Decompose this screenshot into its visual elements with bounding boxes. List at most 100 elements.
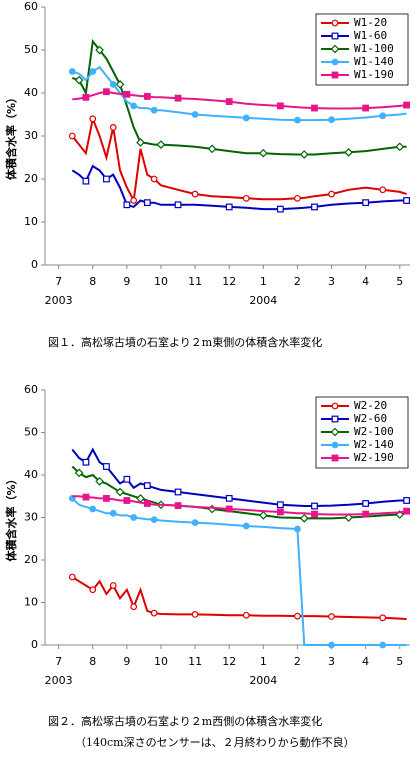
x-tick-label: 1 xyxy=(260,655,267,668)
marker xyxy=(89,115,97,123)
marker xyxy=(395,142,405,152)
series-line xyxy=(71,115,407,204)
marker xyxy=(174,201,182,209)
y-tick-label: 50 xyxy=(24,43,38,56)
marker xyxy=(174,502,182,509)
legend-marker xyxy=(331,441,339,449)
series-line xyxy=(71,576,407,621)
marker xyxy=(109,582,117,589)
marker xyxy=(311,104,318,112)
marker xyxy=(379,641,387,649)
marker xyxy=(109,80,117,88)
marker xyxy=(242,194,250,202)
marker xyxy=(150,516,158,524)
marker xyxy=(191,111,199,118)
marker xyxy=(276,205,284,213)
marker xyxy=(276,508,284,516)
series-line xyxy=(71,497,407,646)
y-tick-label: 30 xyxy=(24,129,38,142)
x-tick-label: 12 xyxy=(222,655,236,668)
marker xyxy=(379,186,387,194)
year-label: 2004 xyxy=(249,674,277,687)
legend-marker xyxy=(331,415,339,423)
x-tick-label: 9 xyxy=(123,275,130,288)
legend-label: W2-100 xyxy=(354,425,394,438)
marker xyxy=(191,519,199,526)
marker xyxy=(362,500,370,507)
marker xyxy=(191,190,199,198)
x-tick-label: 1 xyxy=(260,275,267,288)
marker xyxy=(82,493,90,501)
marker xyxy=(150,609,158,617)
marker xyxy=(379,614,387,622)
marker xyxy=(362,104,370,112)
marker xyxy=(379,112,387,120)
marker xyxy=(225,98,233,106)
caption: （140cm深さのセンサーは、２月終わりから動作不良） xyxy=(75,735,355,749)
marker xyxy=(136,494,145,503)
legend-label: W1-60 xyxy=(354,29,387,42)
y-tick-label: 40 xyxy=(24,468,38,481)
x-tick-label: 9 xyxy=(123,655,130,668)
marker xyxy=(143,93,151,100)
marker xyxy=(130,603,138,611)
legend-label: W2-190 xyxy=(354,451,394,464)
marker xyxy=(311,203,318,211)
marker xyxy=(68,132,76,140)
y-tick-label: 0 xyxy=(31,258,38,271)
y-tick-label: 60 xyxy=(24,0,38,13)
marker xyxy=(403,497,410,504)
marker xyxy=(82,177,90,185)
legend-marker xyxy=(330,427,340,437)
caption: 図１．高松塚古墳の石室より２m東側の体積含水率変化 xyxy=(48,335,322,349)
marker xyxy=(311,510,318,518)
x-tick-label: 8 xyxy=(89,275,96,288)
x-tick-label: 2 xyxy=(294,275,301,288)
marker xyxy=(258,148,268,158)
x-tick-label: 3 xyxy=(328,275,335,288)
marker xyxy=(328,613,335,620)
legend-label: W1-140 xyxy=(354,55,394,68)
marker xyxy=(103,88,110,96)
y-axis-label: 体積含水率（%） xyxy=(4,92,18,180)
x-tick-label: 10 xyxy=(154,275,168,288)
marker xyxy=(225,203,233,211)
marker xyxy=(123,90,131,98)
marker xyxy=(403,197,410,204)
marker xyxy=(136,138,145,147)
legend-marker xyxy=(331,32,339,40)
marker xyxy=(242,522,250,530)
year-label: 2003 xyxy=(45,294,73,307)
series-line xyxy=(72,38,407,156)
marker xyxy=(130,514,138,521)
marker xyxy=(150,175,158,183)
x-tick-label: 5 xyxy=(396,275,403,288)
y-tick-label: 0 xyxy=(31,638,38,651)
marker xyxy=(115,487,125,497)
legend-label: W2-60 xyxy=(354,412,387,425)
y-tick-label: 10 xyxy=(24,596,38,609)
marker xyxy=(328,116,335,124)
x-tick-label: 2 xyxy=(294,655,301,668)
marker xyxy=(403,101,410,109)
marker xyxy=(225,505,233,513)
marker xyxy=(276,102,284,110)
marker xyxy=(174,94,182,102)
legend-marker xyxy=(331,402,339,410)
marker xyxy=(207,144,217,154)
marker xyxy=(95,45,104,55)
marker xyxy=(109,509,117,517)
marker xyxy=(207,504,217,514)
marker xyxy=(276,501,284,509)
marker xyxy=(95,477,104,486)
marker xyxy=(115,80,125,89)
marker xyxy=(156,140,166,149)
year-label: 2003 xyxy=(45,674,73,687)
marker xyxy=(103,175,110,183)
marker xyxy=(82,93,90,101)
marker xyxy=(225,494,233,502)
marker xyxy=(74,75,84,85)
year-label: 2004 xyxy=(249,294,277,307)
